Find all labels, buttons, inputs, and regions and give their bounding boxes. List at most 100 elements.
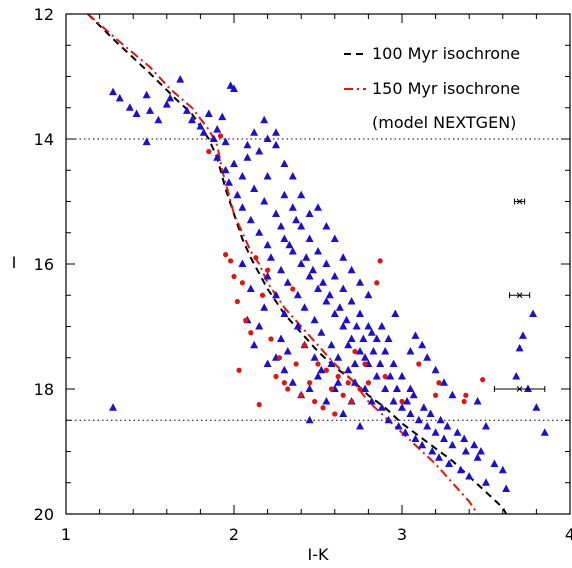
circle-point <box>345 380 351 386</box>
triangle-point <box>322 397 331 405</box>
triangle-point <box>288 378 297 386</box>
triangle-point <box>434 453 443 461</box>
triangle-point <box>314 247 322 255</box>
circle-point <box>312 398 318 405</box>
triangle-point <box>440 434 448 442</box>
triangle-point <box>482 422 490 430</box>
circle-point <box>301 342 308 348</box>
triangle-point <box>418 340 427 349</box>
triangle-point <box>260 197 269 205</box>
triangle-point <box>263 359 272 367</box>
triangle-point <box>322 259 331 267</box>
triangle-point <box>381 384 390 392</box>
triangle-point <box>142 137 151 146</box>
error-bar-center <box>516 386 523 392</box>
triangle-point <box>398 372 406 380</box>
triangle-point <box>327 340 336 349</box>
triangle-point <box>230 159 238 167</box>
triangle-point <box>476 447 485 455</box>
circle-point <box>217 133 224 139</box>
error-bar-center <box>516 292 523 299</box>
triangle-point <box>389 397 398 405</box>
triangle-point <box>109 87 118 96</box>
triangle-point <box>394 422 403 430</box>
circle-point <box>239 280 245 286</box>
triangle-point <box>347 265 356 274</box>
error-bar-center <box>516 198 523 205</box>
triangle-point <box>325 290 334 299</box>
triangle-point <box>518 331 527 339</box>
circle-point <box>265 267 271 273</box>
triangle-point <box>431 428 440 436</box>
triangle-point <box>344 365 353 374</box>
triangle-point <box>280 365 289 374</box>
triangle-point <box>317 328 326 336</box>
triangle-point <box>308 265 317 274</box>
circle-point <box>259 292 266 298</box>
triangle-point <box>364 322 373 330</box>
plot-area <box>66 14 570 514</box>
triangle-point <box>389 359 398 367</box>
triangle-point <box>255 147 264 155</box>
triangle-point <box>532 403 541 411</box>
triangle-point <box>482 478 490 486</box>
triangle-point <box>381 347 390 355</box>
triangle-point <box>283 278 292 286</box>
triangle-point <box>297 222 306 230</box>
triangle-point <box>515 343 524 352</box>
triangle-point <box>233 190 242 199</box>
triangle-point <box>498 465 507 474</box>
triangle-point <box>142 90 151 99</box>
circle-point <box>223 252 229 258</box>
triangle-point <box>411 434 420 442</box>
triangle-point <box>285 240 294 249</box>
triangle-point <box>314 284 322 292</box>
circle-point <box>463 392 469 398</box>
triangle-point <box>314 203 322 211</box>
triangle-point <box>369 347 378 355</box>
triangle-point <box>376 359 385 367</box>
y-axis-label: I <box>12 253 17 272</box>
circle-point <box>349 398 355 405</box>
triangle-point <box>176 75 185 83</box>
triangle-point <box>280 190 289 199</box>
triangle-point <box>347 297 356 305</box>
triangle-point <box>350 359 359 367</box>
circle-point <box>461 398 467 405</box>
triangle-point <box>132 109 141 117</box>
triangle-point <box>272 209 280 217</box>
circle-point <box>382 373 388 380</box>
triangle-point <box>403 397 412 405</box>
triangle-point <box>344 340 353 349</box>
triangle-point <box>310 315 319 324</box>
triangle-point <box>367 328 376 336</box>
triangle-point <box>470 440 479 449</box>
legend-label-150myr: 150 Myr isochrone <box>372 79 520 98</box>
triangle-point <box>401 428 410 436</box>
circle-point <box>228 258 234 264</box>
triangle-point <box>339 409 348 417</box>
triangle-point <box>414 415 423 424</box>
triangle-point <box>250 340 259 349</box>
triangle-point <box>277 222 286 230</box>
triangle-point <box>297 190 306 199</box>
triangle-point <box>280 309 289 317</box>
y-tick-label: 14 <box>34 130 54 149</box>
triangle-point <box>445 459 454 467</box>
circle-point <box>480 377 486 383</box>
triangle-point <box>263 272 272 280</box>
triangle-point <box>540 428 549 436</box>
legend: 100 Myr isochrone 150 Myr isochrone (mod… <box>344 44 520 132</box>
triangle-point <box>288 203 297 211</box>
triangle-point <box>443 422 452 430</box>
y-tick-label: 16 <box>34 255 54 274</box>
triangle-point <box>364 290 373 299</box>
triangle-point <box>250 184 259 192</box>
triangle-point <box>204 109 213 117</box>
triangle-point <box>356 278 364 286</box>
triangle-point <box>213 125 222 133</box>
circle-point <box>433 392 439 398</box>
triangle-point <box>266 253 275 261</box>
x-tick-label: 3 <box>397 525 407 544</box>
